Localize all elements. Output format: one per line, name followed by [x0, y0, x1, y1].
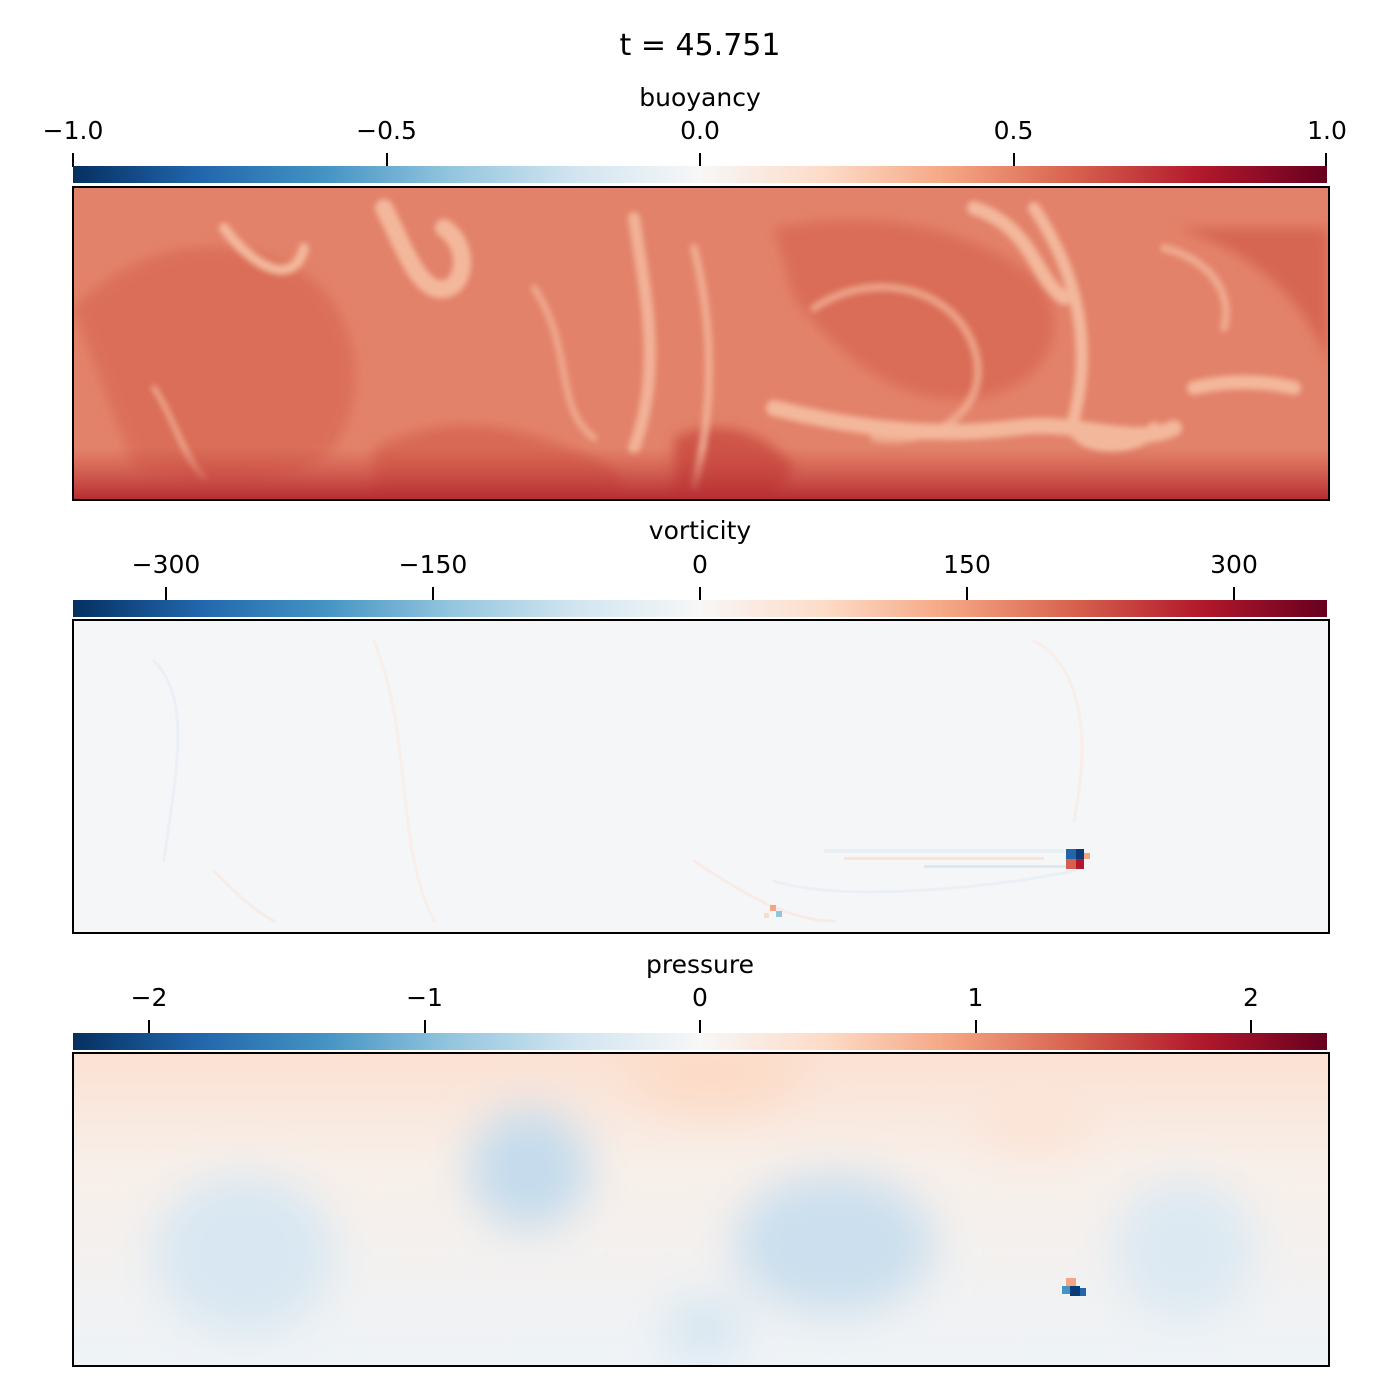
buoyancy-tick-label: −0.5: [356, 116, 417, 145]
figure-title: t = 45.751: [619, 28, 781, 63]
pressure-tick-mark: [699, 1020, 701, 1034]
pressure-colorbar-label: pressure: [646, 950, 754, 979]
pressure-tick-label: 1: [967, 983, 984, 1012]
pressure-colorbar: [73, 1033, 1327, 1050]
vorticity-tick-label: 300: [1210, 550, 1258, 579]
buoyancy-tick-mark: [1325, 153, 1327, 167]
vorticity-tick-label: −150: [398, 550, 468, 579]
pressure-heatmap: [74, 1054, 1328, 1365]
buoyancy-heatmap: [74, 188, 1328, 499]
buoyancy-light-plumes: [151, 199, 1301, 492]
buoyancy-tick-label: 0.5: [993, 116, 1034, 145]
vorticity-tick-mark: [432, 587, 434, 601]
vorticity-bottom-blobs: [764, 905, 782, 918]
vorticity-tick-label: −300: [131, 550, 201, 579]
vorticity-tick-mark: [1233, 587, 1235, 601]
pressure-field: [72, 1052, 1330, 1367]
vorticity-tick-mark: [699, 587, 701, 601]
vorticity-shear-layer: [824, 849, 1074, 868]
vorticity-tick-label: 150: [943, 550, 991, 579]
buoyancy-colorbar-label: buoyancy: [639, 83, 761, 112]
pressure-tick-label: −2: [130, 983, 168, 1012]
buoyancy-tick-mark: [1012, 153, 1015, 167]
buoyancy-tick-mark: [699, 153, 701, 167]
pressure-tick-label: 2: [1243, 983, 1259, 1012]
pressure-dipole: [1062, 1278, 1086, 1296]
buoyancy-tick-mark: [385, 153, 388, 167]
buoyancy-tick-label: 1.0: [1307, 116, 1347, 145]
pressure-low-cells: [154, 1054, 1254, 1359]
pressure-tick-label: 0: [692, 983, 708, 1012]
buoyancy-bottom-boundary-layer: [74, 448, 1328, 499]
vorticity-dipole: [1066, 849, 1090, 869]
vorticity-tick-label: 0: [692, 550, 708, 579]
vorticity-colorbar-label: vorticity: [648, 516, 752, 545]
buoyancy-tick-label: −1.0: [42, 116, 104, 145]
buoyancy-colorbar: [73, 166, 1327, 183]
vorticity-background: [74, 621, 1328, 932]
pressure-tick-mark: [148, 1020, 150, 1034]
pressure-tick-mark: [1250, 1020, 1252, 1034]
vorticity-field: [72, 619, 1330, 934]
pressure-tick-mark: [423, 1020, 426, 1034]
buoyancy-tick-label: 0.0: [680, 116, 720, 145]
buoyancy-field: [72, 186, 1330, 501]
pressure-tick-mark: [974, 1020, 977, 1034]
pressure-tick-label: −1: [406, 983, 443, 1012]
vorticity-tick-mark: [165, 587, 167, 601]
vorticity-heatmap: [74, 621, 1328, 932]
buoyancy-tick-mark: [72, 153, 74, 167]
vorticity-colorbar: [73, 600, 1327, 617]
vorticity-tick-mark: [966, 587, 968, 601]
